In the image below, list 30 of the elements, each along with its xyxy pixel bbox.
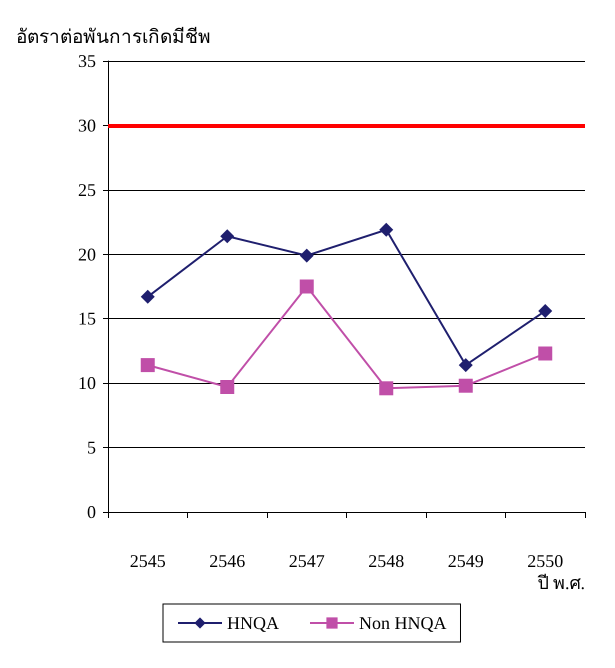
y-tick-label: 35: [78, 51, 96, 71]
point: [300, 280, 314, 294]
point: [458, 358, 473, 372]
x-tick-label: 2547: [288, 551, 325, 571]
y-tick-label: 0: [87, 502, 96, 522]
x-tick-label: 2548: [368, 551, 404, 571]
y-tick-label: 25: [78, 180, 96, 200]
point: [140, 358, 155, 372]
point: [140, 290, 155, 304]
legend-label: HNQA: [227, 613, 279, 633]
point: [538, 304, 552, 318]
point: [300, 248, 314, 263]
point: [379, 222, 394, 237]
point: [538, 346, 552, 361]
y-axis-title: อัตราต่อพันการเกิดมีชีพ: [16, 26, 211, 48]
x-tick-label: 2546: [209, 551, 246, 571]
y-tick-label: 15: [78, 308, 96, 329]
point: [220, 229, 234, 244]
point: [220, 380, 234, 394]
y-tick-label: 30: [78, 115, 96, 136]
x-tick-label: 2545: [130, 551, 166, 571]
x-tick-label: 2549: [448, 551, 484, 571]
point: [379, 381, 394, 396]
x-tick-label: 2550: [527, 551, 564, 571]
x-axis-title: ปี พ.ศ.: [538, 573, 585, 593]
legend-label: Non HNQA: [358, 613, 446, 633]
y-tick-label: 5: [87, 438, 96, 458]
point: [458, 378, 473, 393]
y-tick-label: 20: [78, 244, 96, 264]
y-tick-label: 10: [78, 373, 96, 394]
